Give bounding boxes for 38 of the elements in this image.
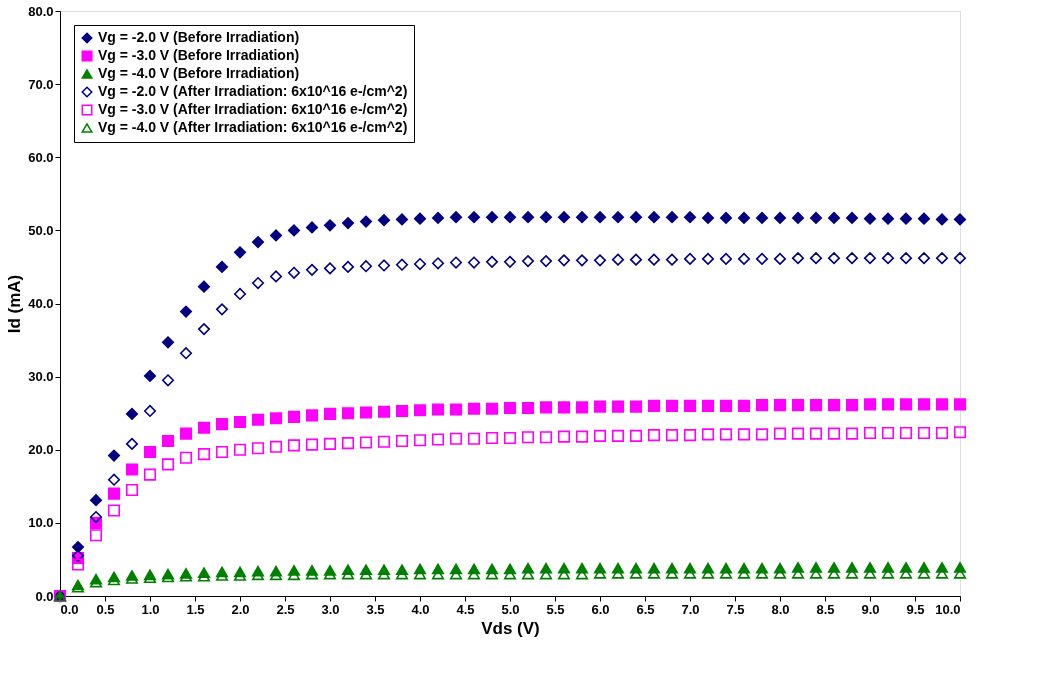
y-axis-title: Id (mA) (5, 274, 25, 334)
legend-label: Vg = -3.0 V (Before Irradiation) (98, 47, 300, 63)
x-tick-label: 8.5 (816, 601, 835, 617)
x-tick-label: 3.5 (366, 601, 385, 617)
x-tick-label: 9.0 (861, 601, 880, 617)
x-tick-label: 2.5 (276, 601, 295, 617)
y-tick-label: 60.0 (28, 149, 54, 165)
legend-label: Vg = -3.0 V (After Irradiation: 6x10^16 e-/cm^2) (98, 101, 408, 117)
y-tick-label: 70.0 (28, 76, 54, 92)
x-tick-label: 0.0 (60, 601, 79, 617)
x-tick-label: 10.0 (935, 601, 961, 617)
x-tick-label: 6.5 (636, 601, 655, 617)
x-tick-label: 0.5 (96, 601, 115, 617)
y-tick-label: 30.0 (28, 369, 54, 385)
y-tick-label: 20.0 (28, 442, 54, 458)
x-tick-label: 7.5 (726, 601, 745, 617)
x-tick-label: 5.0 (501, 601, 520, 617)
legend-label: Vg = -2.0 V (After Irradiation: 6x10^16 e-/cm^2) (98, 83, 408, 99)
legend-label: Vg = -4.0 V (After Irradiation: 6x10^16 e-/cm^2) (98, 119, 408, 135)
x-tick-label: 1.0 (141, 601, 160, 617)
x-tick-label: 9.5 (906, 601, 925, 617)
legend-label: Vg = -4.0 V (Before Irradiation) (98, 65, 300, 81)
x-tick-label: 5.5 (546, 601, 565, 617)
x-tick-label: 1.5 (186, 601, 205, 617)
x-tick-label: 7.0 (681, 601, 700, 617)
x-tick-label: 4.0 (411, 601, 430, 617)
x-tick-label: 8.0 (771, 601, 790, 617)
x-axis-title: Vds (V) (481, 618, 540, 638)
y-tick-label: 0.0 (35, 588, 54, 604)
y-tick-label: 50.0 (28, 222, 54, 238)
x-tick-label: 6.0 (591, 601, 610, 617)
y-tick-label: 80.0 (28, 3, 54, 19)
x-tick-label: 2.0 (231, 601, 250, 617)
x-tick-label: 4.5 (456, 601, 475, 617)
x-tick-label: 3.0 (321, 601, 340, 617)
legend-label: Vg = -2.0 V (Before Irradiation) (98, 29, 300, 45)
y-tick-label: 40.0 (28, 296, 54, 311)
y-tick-label: 10.0 (28, 515, 54, 531)
